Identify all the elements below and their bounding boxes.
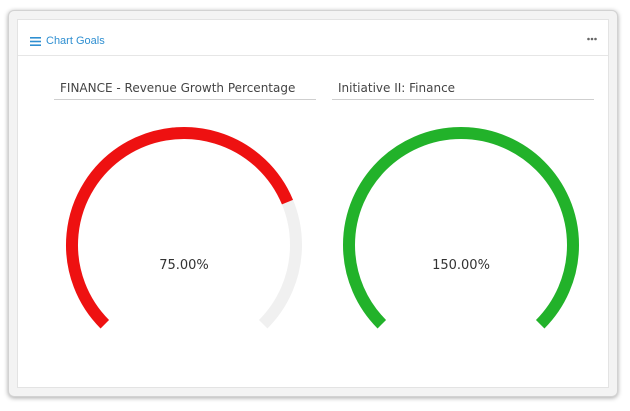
goal-title-divider [54, 99, 316, 100]
gauge-value-label: 75.00% [159, 258, 209, 273]
goal-title-divider [332, 99, 594, 100]
gauge-initiative-finance: 150.00% [341, 125, 581, 365]
gauge-finance-revenue: 75.00% [64, 125, 304, 365]
gauge-fill [343, 127, 579, 329]
window-frame: Chart Goals FINANCE - Revenue Growth Per… [8, 10, 618, 397]
more-options-button[interactable] [584, 28, 600, 42]
chart-goals-panel: Chart Goals FINANCE - Revenue Growth Per… [17, 19, 609, 388]
list-icon [30, 31, 41, 50]
more-horizontal-icon [587, 26, 597, 45]
goal-title-finance-revenue: FINANCE - Revenue Growth Percentage [60, 81, 296, 95]
panel-header: Chart Goals [18, 20, 608, 56]
panel-title: Chart Goals [46, 34, 105, 47]
goal-title-initiative-finance: Initiative II: Finance [338, 81, 456, 95]
gauge-value-label: 150.00% [432, 258, 490, 273]
panel-title-group: Chart Goals [30, 31, 105, 50]
gauge-fill [66, 127, 294, 329]
